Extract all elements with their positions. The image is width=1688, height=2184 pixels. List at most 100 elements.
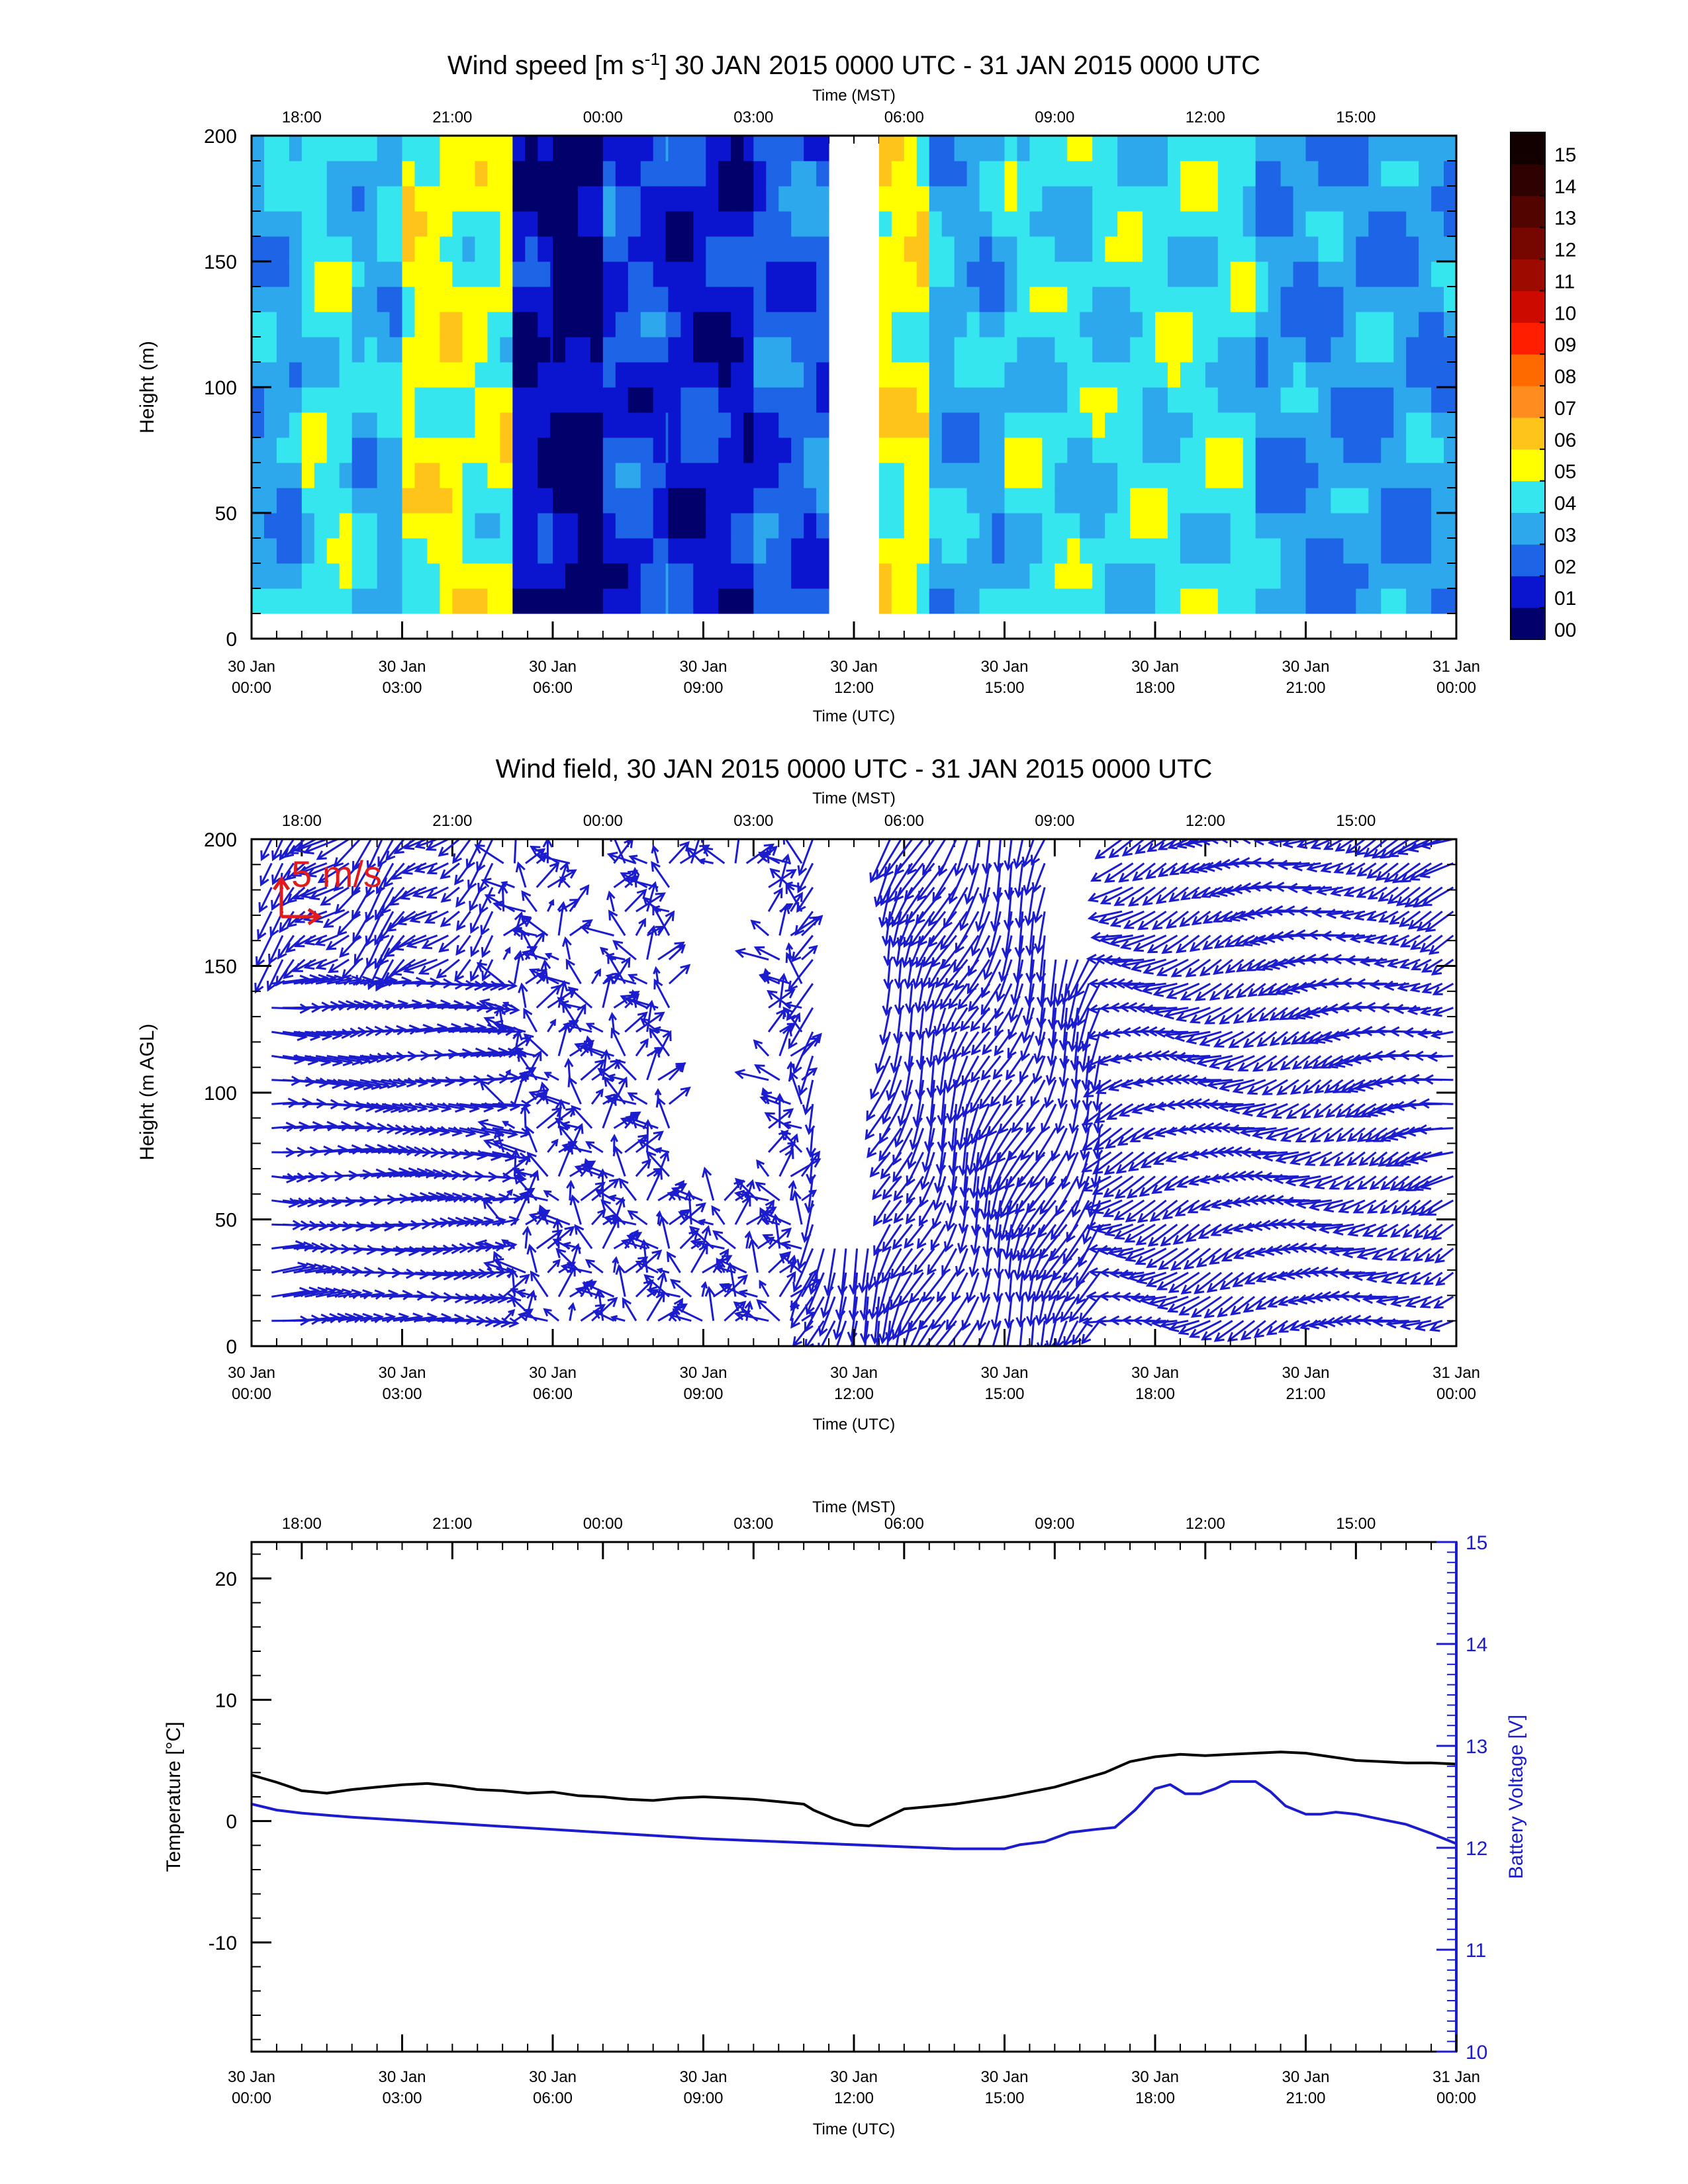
heat-cell (1444, 387, 1456, 413)
wind-arrow (1108, 934, 1145, 948)
wind-arrow (744, 1300, 753, 1321)
heat-cell (640, 588, 654, 614)
wind-arrow (1157, 839, 1178, 850)
wind-arrow (315, 1220, 340, 1232)
heat-cell (804, 513, 817, 539)
heat-cell (778, 136, 792, 161)
wind-arrow (646, 926, 664, 936)
wind-arrow (1121, 839, 1145, 857)
wind-arrow (1362, 1223, 1387, 1238)
heat-cell (878, 513, 892, 539)
wind-arrow (1053, 1296, 1068, 1324)
heat-cell (941, 412, 955, 438)
heat-cell (680, 312, 694, 338)
wind-arrow (894, 862, 924, 902)
wind-arrow (1160, 1224, 1190, 1247)
wind-arrow (835, 1272, 847, 1320)
wind-arrow (796, 886, 814, 913)
wind-arrow (1062, 1224, 1090, 1265)
heat-cell (289, 513, 303, 539)
heat-cell (680, 412, 694, 438)
wind-arrow (592, 1310, 615, 1322)
wind-arrow (918, 1200, 935, 1227)
wind-arrow (1168, 886, 1190, 903)
wind-arrow (1255, 1296, 1278, 1310)
wind-arrow (1419, 862, 1454, 879)
wind-arrow (1006, 1320, 1013, 1346)
heat-cell (1143, 211, 1156, 237)
heat-cell (553, 437, 566, 463)
heat-cell (590, 312, 604, 338)
heat-cell (1004, 287, 1017, 312)
wind-arrow (924, 1320, 947, 1346)
heat-cell (1042, 211, 1055, 237)
heat-cell (326, 312, 340, 338)
heat-cell (1042, 563, 1055, 589)
wind-arrow (968, 1152, 980, 1199)
wind-arrow (415, 1169, 444, 1179)
heat-cell (1105, 387, 1118, 413)
heat-cell (804, 236, 817, 262)
heat-cell (1305, 312, 1319, 338)
heat-cell (1318, 588, 1331, 614)
bottom-tick-time: 00:00 (232, 1385, 271, 1403)
heat-cell (276, 261, 290, 287)
heat-cell (402, 362, 415, 388)
wind-arrow (656, 1267, 670, 1274)
heat-cell (718, 588, 731, 614)
wind-arrow (1056, 983, 1068, 1031)
heat-cell (1343, 362, 1356, 388)
heat-cell (743, 236, 757, 262)
heat-cell (314, 362, 328, 388)
heat-cell (577, 463, 591, 488)
heat-cell (891, 337, 905, 363)
heat-cell (1067, 211, 1080, 237)
colorbar-frame (1510, 132, 1546, 640)
heat-cell (1331, 236, 1344, 262)
y-tick-label: 50 (215, 503, 237, 525)
heat-cell (1255, 588, 1269, 614)
heat-cell (577, 513, 591, 539)
heat-cell (462, 463, 475, 488)
heat-cell (538, 261, 551, 287)
wind-arrow (1021, 839, 1035, 868)
heat-cell (462, 588, 475, 614)
wind-arrow (1127, 886, 1156, 907)
wind-arrow (804, 1296, 825, 1333)
heat-cell (1381, 136, 1394, 161)
wind-arrow (903, 911, 925, 948)
wind-arrow (690, 1238, 725, 1250)
wind-arrow (1269, 1007, 1289, 1021)
heat-cell (778, 211, 792, 237)
top-tick-label: 12:00 (1186, 1515, 1225, 1533)
heat-cell (276, 337, 290, 363)
heat-cell (301, 136, 315, 161)
bottom-tick-day: 30 Jan (830, 658, 878, 676)
heat-cell (731, 337, 744, 363)
wind-arrow (935, 1031, 947, 1066)
wind-arrow (1269, 1030, 1289, 1046)
heat-cell (427, 513, 440, 539)
heat-cell (731, 387, 744, 413)
heat-cell (1217, 412, 1231, 438)
heat-cell (1180, 287, 1194, 312)
wind-arrow (1313, 1103, 1333, 1118)
heat-cell (615, 136, 629, 161)
heat-cell (1318, 261, 1331, 287)
wind-arrow (1056, 1271, 1079, 1301)
wind-arrow (567, 1076, 582, 1105)
heat-cell (1029, 387, 1043, 413)
heat-cell (602, 437, 616, 463)
heat-cell (1431, 261, 1444, 287)
wind-arrow (271, 862, 284, 886)
heat-cell (766, 287, 779, 312)
wind-arrow (982, 1224, 993, 1257)
wind-arrow (998, 1103, 1023, 1134)
heat-cell (1368, 563, 1382, 589)
wind-arrow (1023, 863, 1035, 896)
heat-cell (941, 136, 955, 161)
heat-cell (1217, 362, 1231, 388)
wind-arrow (1401, 1199, 1421, 1215)
wind-arrow (613, 839, 633, 864)
heat-cell (891, 412, 905, 438)
